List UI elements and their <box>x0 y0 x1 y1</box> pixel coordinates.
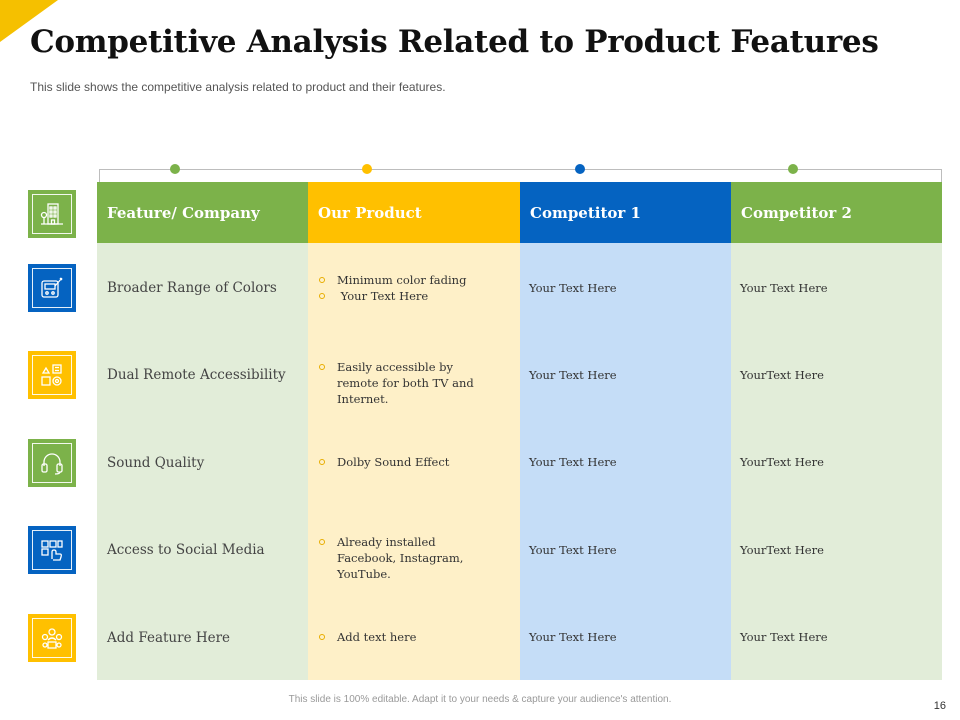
our-product-column-bg <box>308 243 520 680</box>
our-product-cell: Already installed Facebook, Instagram, Y… <box>318 534 498 582</box>
connector-dot-blue <box>575 164 585 174</box>
header-our-product: Our Product <box>308 182 520 243</box>
feature-label: Broader Range of Colors <box>107 280 277 296</box>
competitor1-cell: Your Text Here <box>529 281 617 295</box>
competitor2-column-bg <box>731 243 942 680</box>
remote-icon <box>28 264 76 312</box>
competitor2-cell: YourText Here <box>740 368 824 382</box>
list-item: Add text here <box>318 629 513 645</box>
connector-dot-green <box>170 164 180 174</box>
header-label: Competitor 2 <box>741 203 852 222</box>
our-product-cell: Easily accessible by remote for both TV … <box>318 359 498 407</box>
connector-dot-yellow <box>362 164 372 174</box>
list-item: Easily accessible by remote for both TV … <box>318 359 498 407</box>
feature-label: Dual Remote Accessibility <box>107 367 286 383</box>
page-title: Competitive Analysis Related to Product … <box>30 24 879 60</box>
list-item: Dolby Sound Effect <box>318 454 513 470</box>
feature-label: Sound Quality <box>107 455 205 471</box>
our-product-cell: Add text here <box>318 629 513 645</box>
competitor2-cell: Your Text Here <box>740 281 828 295</box>
competitor1-cell: Your Text Here <box>529 455 617 469</box>
our-product-cell: Minimum color fading Your Text Here <box>318 272 513 304</box>
header-label: Competitor 1 <box>530 203 641 222</box>
list-item: Already installed Facebook, Instagram, Y… <box>318 534 498 582</box>
competitor1-column-bg <box>520 243 731 680</box>
competitor2-cell: YourText Here <box>740 543 824 557</box>
competitor2-cell: Your Text Here <box>740 630 828 644</box>
feature-label: Add Feature Here <box>107 630 231 646</box>
page-number: 16 <box>933 700 946 712</box>
team-icon <box>28 614 76 662</box>
feature-label: Access to Social Media <box>107 542 265 558</box>
list-item: Minimum color fading <box>318 272 513 288</box>
competitor1-cell: Your Text Here <box>529 630 617 644</box>
headphones-icon <box>28 439 76 487</box>
header-feature-company: Feature/ Company <box>97 182 308 243</box>
social-media-icon <box>28 526 76 574</box>
connector-dot-green-2 <box>788 164 798 174</box>
accessibility-icon <box>28 351 76 399</box>
our-product-cell: Dolby Sound Effect <box>318 454 513 470</box>
page-subtitle: This slide shows the competitive analysi… <box>30 80 446 94</box>
header-competitor-1: Competitor 1 <box>520 182 731 243</box>
header-label: Feature/ Company <box>107 203 260 222</box>
competitor2-cell: YourText Here <box>740 455 824 469</box>
building-icon <box>28 190 76 238</box>
header-label: Our Product <box>318 203 422 222</box>
competitor1-cell: Your Text Here <box>529 368 617 382</box>
list-item: Your Text Here <box>318 288 513 304</box>
competitor1-cell: Your Text Here <box>529 543 617 557</box>
header-competitor-2: Competitor 2 <box>731 182 942 243</box>
header-connector-line <box>99 169 942 183</box>
footer-note: This slide is 100% editable. Adapt it to… <box>288 694 672 705</box>
feature-column-bg <box>97 243 308 680</box>
